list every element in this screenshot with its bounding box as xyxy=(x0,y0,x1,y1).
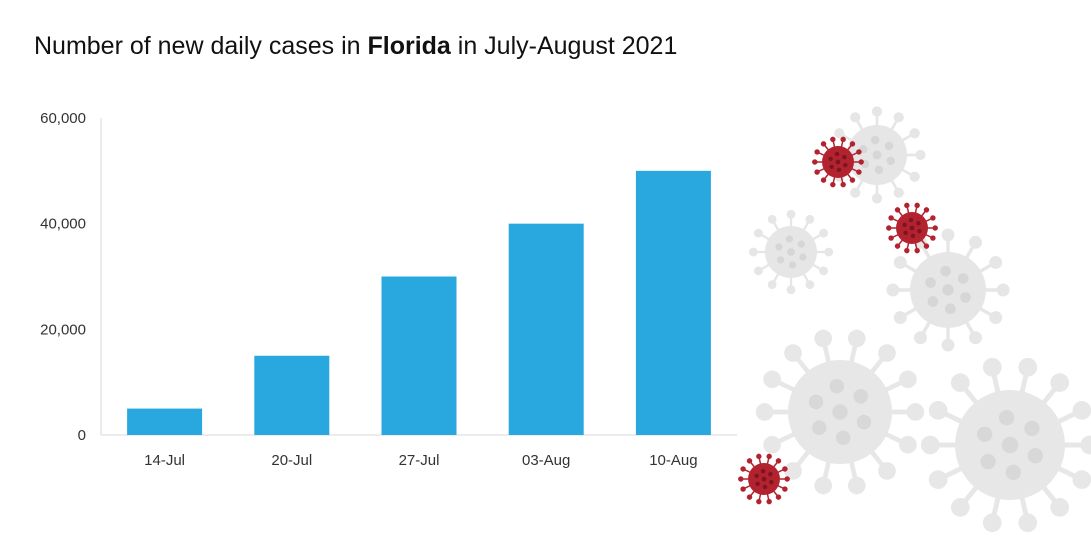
bar-chart: 0 20,000 40,000 60,000 14-Jul 20-Jul 27-Jul 03-… xyxy=(40,110,737,469)
coronavirus-icon xyxy=(738,453,790,505)
x-tick-label: 10-Aug xyxy=(649,452,697,469)
coronavirus-icon xyxy=(755,329,925,495)
bar xyxy=(635,170,711,436)
chart-title-prefix: Number of new daily cases in xyxy=(34,32,368,60)
y-tick-label: 20,000 xyxy=(40,321,86,338)
coronavirus-icon xyxy=(886,228,1010,352)
bar xyxy=(254,355,330,435)
bar xyxy=(127,408,203,435)
x-tick-label: 27-Jul xyxy=(399,452,440,469)
coronavirus-icon xyxy=(886,202,938,254)
bar xyxy=(508,223,584,435)
chart-title-highlight: Florida xyxy=(367,32,451,60)
x-tick-label: 03-Aug xyxy=(522,452,570,469)
coronavirus-icon xyxy=(748,209,834,295)
chart-title-suffix: in July-August 2021 xyxy=(450,32,678,60)
y-tick-label: 60,000 xyxy=(40,110,86,127)
x-tick-label: 14-Jul xyxy=(144,452,185,469)
coronavirus-icon xyxy=(828,106,926,204)
coronavirus-icon xyxy=(920,357,1091,533)
x-tick-label: 20-Jul xyxy=(271,452,312,469)
chart-title: Number of new daily cases in Florida in … xyxy=(34,32,677,61)
y-tick-label: 40,000 xyxy=(40,216,86,233)
y-tick-label: 0 xyxy=(78,427,86,444)
coronavirus-icon xyxy=(812,136,864,188)
bar xyxy=(381,276,457,435)
